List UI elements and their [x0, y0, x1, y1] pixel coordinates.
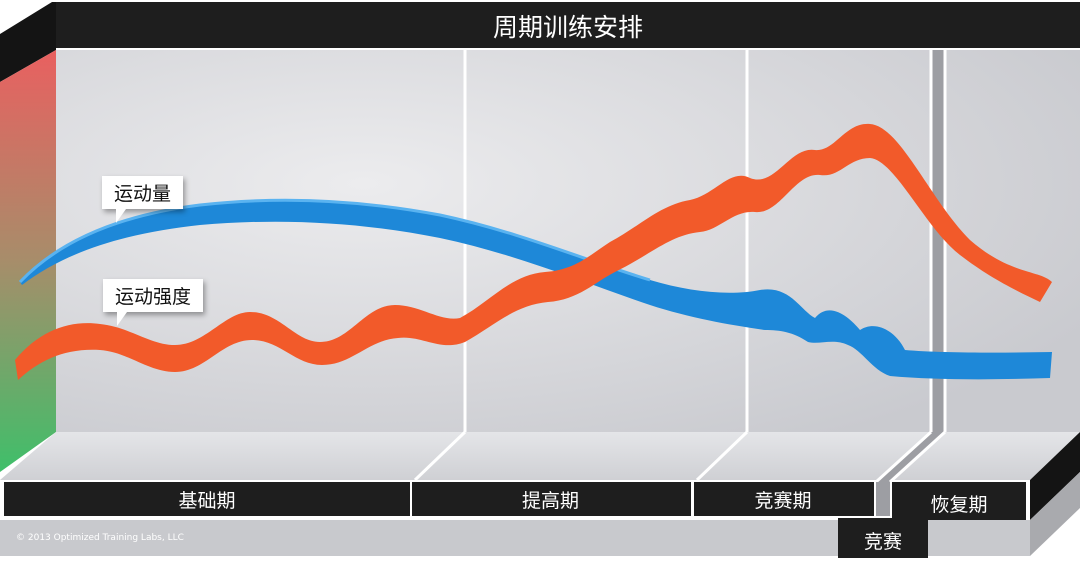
intensity-callout: 运动强度 [103, 279, 204, 326]
event-label: 竞赛 [863, 530, 902, 553]
intensity-ribbon [15, 123, 1052, 380]
phase-bar-base [4, 482, 410, 516]
competition-event-box [838, 518, 928, 558]
volume-callout: 运动量 [102, 176, 184, 223]
phase-bar-right-side [1030, 432, 1080, 520]
phase-bar-event-gap [876, 482, 890, 516]
phase-label-build: 提高期 [521, 489, 579, 512]
title-bar [56, 2, 1080, 48]
divider-event [931, 50, 945, 432]
phase-bar-competition [694, 482, 874, 516]
floor [0, 432, 1080, 480]
volume-ribbon [20, 200, 1052, 380]
title-bar-side [0, 2, 56, 82]
copyright-notice: © 2013 Optimized Training Labs, LLC [16, 533, 184, 543]
phase-label-base: 基础期 [178, 489, 236, 512]
phase-bar-build [412, 482, 691, 516]
phase-label-recovery: 恢复期 [930, 493, 988, 516]
left-gradient-wall [0, 50, 56, 472]
diagram-title: 周期训练安排 [492, 13, 643, 42]
phase-bar-recovery [892, 482, 1026, 520]
phase-label-competition: 竞赛期 [754, 489, 812, 512]
base-slab-side [1030, 472, 1080, 556]
